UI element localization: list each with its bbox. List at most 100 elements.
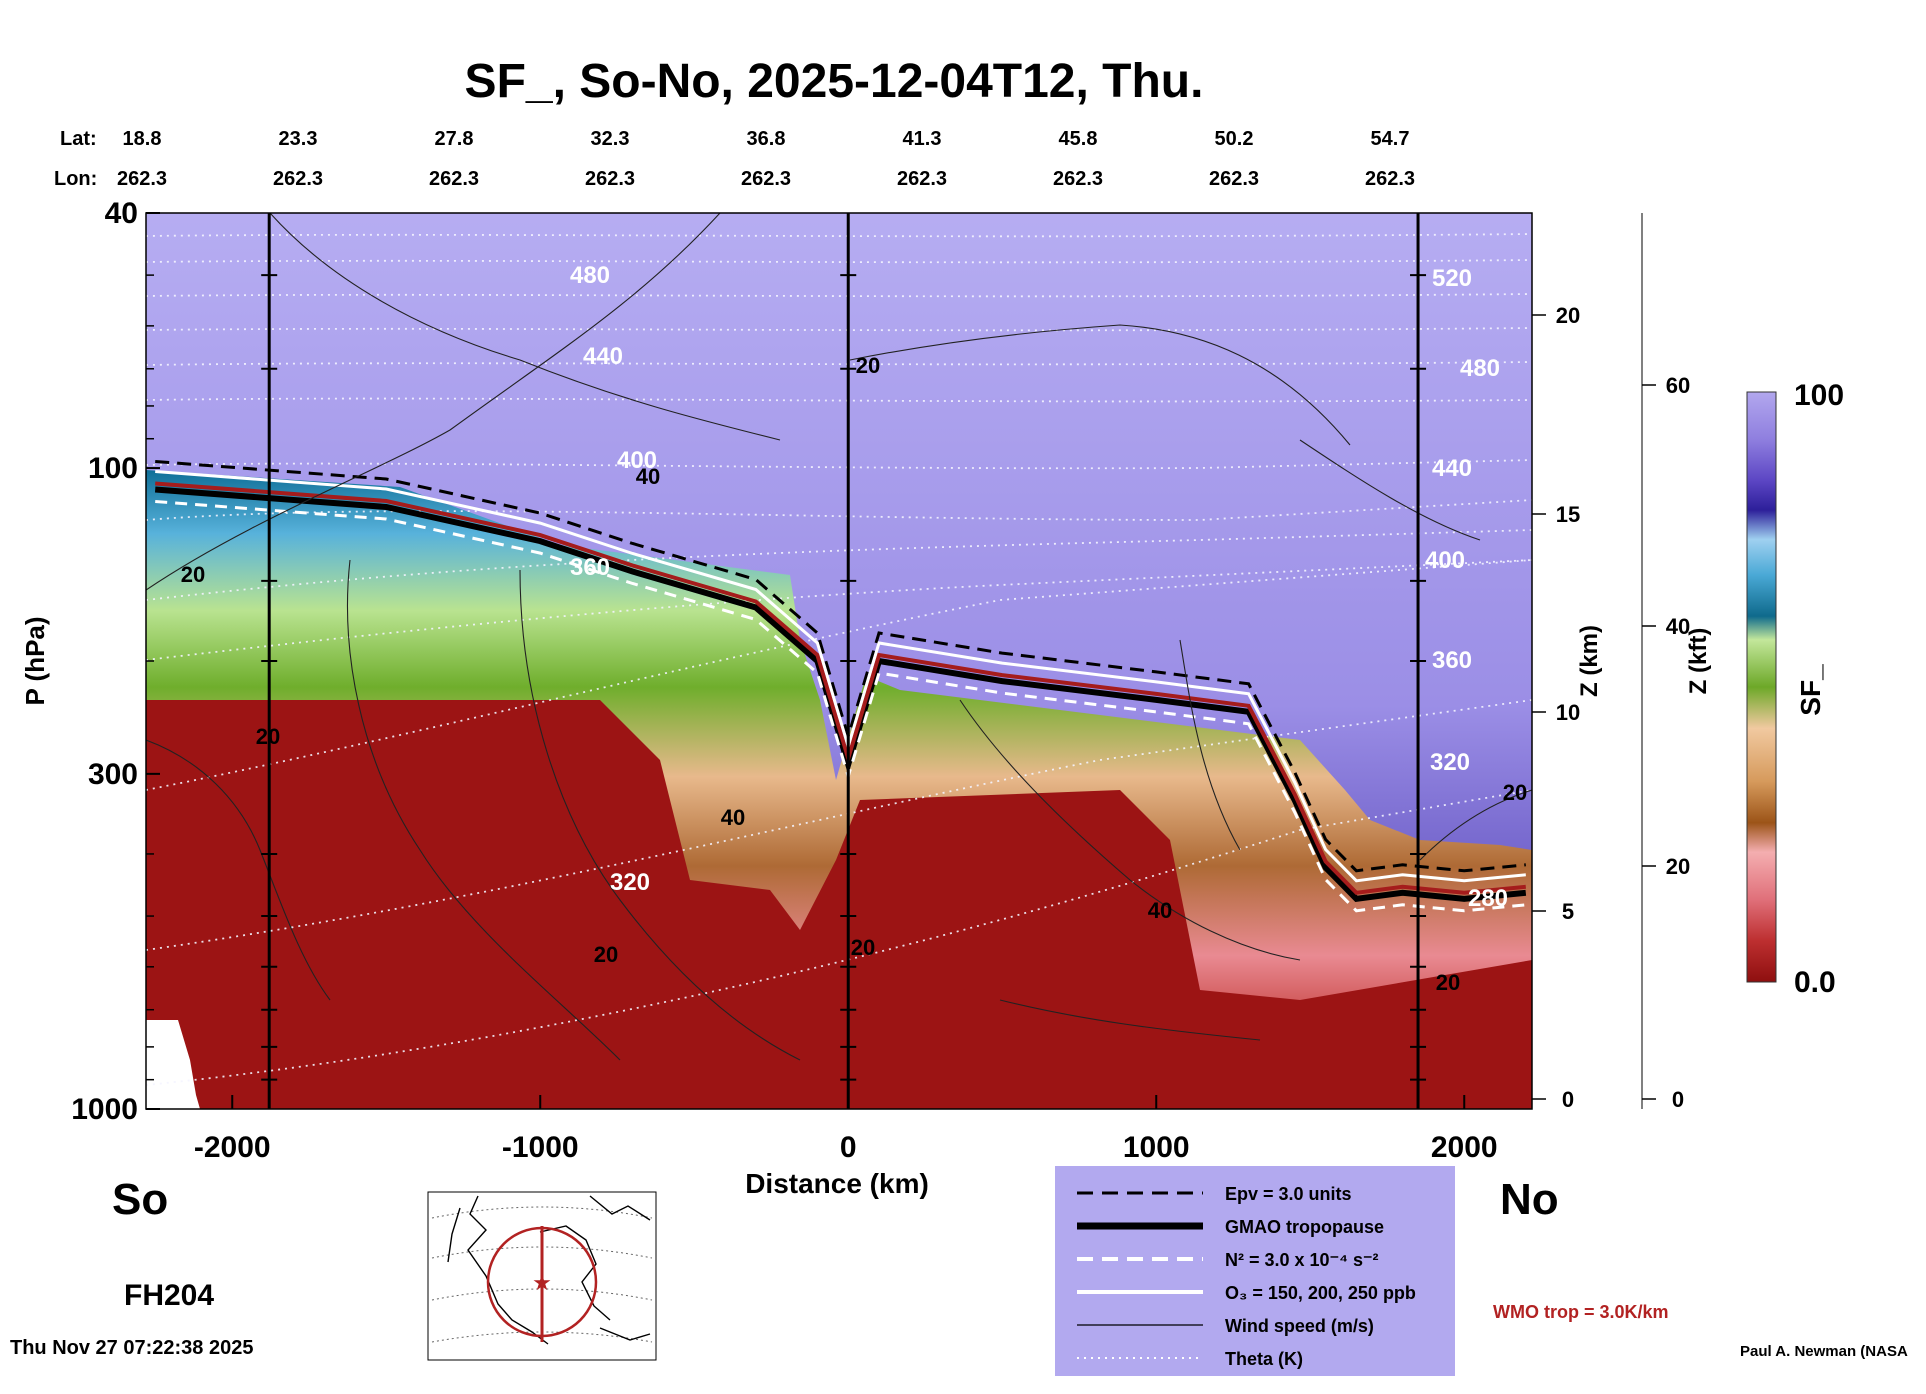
- theta-line: [146, 293, 1532, 298]
- theta-label: 320: [1430, 749, 1470, 776]
- wind-contour: [269, 213, 781, 441]
- wind-contour: [1419, 789, 1532, 861]
- zkm-axis-label: Z (km): [1576, 625, 1603, 697]
- zkm-tick-label: 0: [1562, 1087, 1574, 1112]
- zkft-tick-label: 60: [1666, 373, 1690, 398]
- theta-label: 400: [1425, 547, 1465, 574]
- wind-contour: [849, 324, 1351, 446]
- chart-title: SF_, So-No, 2025-12-04T12, Thu.: [465, 55, 1204, 108]
- lat-label: Lat:: [60, 128, 97, 150]
- theta-line: [146, 529, 1532, 601]
- y-axis-label: P (hPa): [20, 616, 50, 705]
- x-axis-label: Distance (km): [745, 1168, 929, 1199]
- wind-contour: [146, 213, 721, 591]
- theta-label: 360: [570, 554, 610, 581]
- zkm-tick-label: 10: [1556, 700, 1580, 725]
- wind-label: 20: [181, 562, 205, 587]
- legend: Epv = 3.0 units GMAO tropopause N² = 3.0 x…: [1055, 1166, 1455, 1376]
- y-tick-label: 40: [105, 197, 138, 230]
- lat-value: 36.8: [747, 128, 786, 150]
- x-tick-label: 1000: [1123, 1131, 1190, 1164]
- colorbar-title: SF_: [1795, 664, 1826, 716]
- lon-value: 262.3: [897, 168, 947, 190]
- map-coastlines: [447, 1195, 651, 1345]
- legend-items: Epv = 3.0 units GMAO tropopause N² = 3.0 x…: [1077, 1184, 1416, 1369]
- distance-axis: -2000 -1000 0 1000 2000: [194, 1095, 1498, 1164]
- north-label: No: [1500, 1175, 1559, 1224]
- ozone-contour: [155, 470, 1526, 883]
- lon-value: 262.3: [1209, 168, 1259, 190]
- locator-map: ★: [427, 1191, 657, 1361]
- near-surface-red: [146, 700, 1532, 1109]
- coordinate-columns: 18.8 262.3 23.3 262.3 27.8 262.3 32.3 262.3 36.8…: [117, 128, 1415, 190]
- theta-label: 440: [583, 343, 623, 370]
- lon-value: 262.3: [1365, 168, 1415, 190]
- theta-line: [146, 699, 1532, 951]
- zkft-tick-label: 20: [1666, 854, 1690, 879]
- lat-value: 41.3: [903, 128, 942, 150]
- lon-value: 262.3: [273, 168, 323, 190]
- lon-label: Lon:: [54, 168, 97, 190]
- lat-value: 23.3: [279, 128, 318, 150]
- height-km-axis: 0 5 10 15 20: [1532, 303, 1580, 1112]
- theta-label: 440: [1432, 455, 1472, 482]
- legend-label: Wind speed (m/s): [1225, 1316, 1374, 1336]
- legend-label: Epv = 3.0 units: [1225, 1184, 1352, 1204]
- forecast-hour: FH204: [124, 1279, 214, 1312]
- theta-labels: 520 480 480 440 440 400 400 360 360 320 320 280: [570, 262, 1508, 912]
- map-center-star-icon: ★: [532, 1270, 552, 1295]
- legend-box: [1055, 1166, 1455, 1376]
- wind-label: 20: [856, 353, 880, 378]
- x-tick-label: -1000: [502, 1131, 579, 1164]
- theta-label: 400: [617, 447, 657, 474]
- theta-label: 320: [610, 869, 650, 896]
- wind-contour: [999, 999, 1261, 1041]
- theta-label: 520: [1432, 265, 1472, 292]
- colorbar-min-label: 0.0: [1794, 966, 1836, 999]
- x-tick-label: 0: [840, 1131, 857, 1164]
- theta-line: [146, 559, 1532, 791]
- lat-value: 45.8: [1059, 128, 1098, 150]
- lon-value: 262.3: [741, 168, 791, 190]
- zkm-tick-label: 20: [1556, 303, 1580, 328]
- wind-contour: [1299, 439, 1481, 541]
- lon-value: 262.3: [1053, 168, 1103, 190]
- legend-label: GMAO tropopause: [1225, 1217, 1384, 1237]
- y-tick-label: 100: [88, 452, 138, 485]
- wind-speed-contours: [146, 213, 1532, 1061]
- lon-value: 262.3: [585, 168, 635, 190]
- theta-label: 480: [570, 262, 610, 289]
- zkft-tick-label: 40: [1666, 614, 1690, 639]
- wind-label: 40: [1148, 898, 1172, 923]
- lat-value: 32.3: [591, 128, 630, 150]
- lat-value: 50.2: [1215, 128, 1254, 150]
- theta-label: 360: [1432, 647, 1472, 674]
- colorbar: [1746, 391, 1777, 983]
- legend-label: N² = 3.0 x 10⁻⁴ s⁻²: [1225, 1250, 1378, 1270]
- y-tick-label: 1000: [71, 1093, 138, 1126]
- theta-line: [146, 259, 1532, 264]
- south-label: So: [112, 1175, 168, 1224]
- theta-label: 480: [1460, 355, 1500, 382]
- theta-line: [146, 361, 1532, 366]
- wind-contour: [519, 569, 801, 1061]
- timestamp: Thu Nov 27 07:22:38 2025: [10, 1337, 253, 1359]
- zkft-axis-label: Z (kft): [1685, 628, 1712, 695]
- zkm-tick-label: 15: [1556, 502, 1580, 527]
- theta-contours: [146, 233, 1532, 1086]
- wind-label: 20: [851, 935, 875, 960]
- lat-value: 18.8: [123, 128, 162, 150]
- wmo-trop-label: WMO trop = 3.0K/km: [1493, 1302, 1669, 1322]
- wind-labels: 20202040404020202020: [181, 353, 1527, 995]
- legend-label: Theta (K): [1225, 1349, 1303, 1369]
- height-kft-axis: 0 20 40 60: [1642, 373, 1690, 1112]
- wind-label: 40: [721, 805, 745, 830]
- x-tick-label: 2000: [1431, 1131, 1498, 1164]
- zkm-tick-label: 5: [1562, 899, 1574, 924]
- epv-contour: [155, 460, 1526, 873]
- wind-label: 40: [636, 464, 660, 489]
- wind-label: 20: [1436, 970, 1460, 995]
- wind-label: 20: [594, 942, 618, 967]
- reference-verticals: [261, 213, 1427, 1109]
